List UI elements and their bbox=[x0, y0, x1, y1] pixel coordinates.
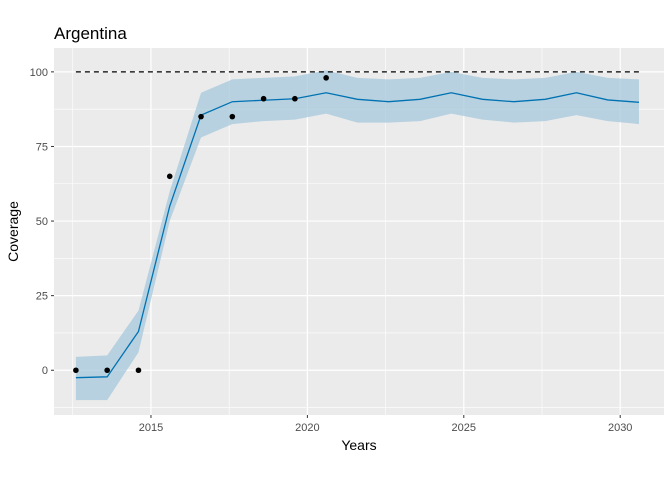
data-point bbox=[260, 95, 267, 102]
x-tick-label: 2020 bbox=[295, 422, 319, 434]
x-tick-label: 2025 bbox=[452, 422, 476, 434]
data-point bbox=[104, 367, 110, 374]
observed-points bbox=[73, 75, 329, 374]
confidence-band bbox=[75, 70, 639, 401]
y-tick-label: 25 bbox=[36, 291, 48, 303]
data-point bbox=[166, 173, 173, 180]
y-axis: 0 25 50 75 100 bbox=[30, 67, 54, 377]
data-point bbox=[292, 95, 298, 102]
y-tick-label: 75 bbox=[36, 141, 48, 153]
data-point bbox=[198, 113, 204, 120]
data-point bbox=[73, 367, 79, 374]
data-point bbox=[229, 113, 236, 120]
data-point bbox=[323, 75, 329, 81]
data-point bbox=[135, 367, 142, 374]
y-tick-label: 50 bbox=[36, 216, 48, 228]
chart-title: Argentina bbox=[54, 24, 127, 43]
y-axis-title: Coverage bbox=[5, 201, 21, 262]
x-tick-label: 2015 bbox=[139, 422, 163, 434]
y-tick-label: 100 bbox=[30, 67, 48, 79]
y-tick-label: 0 bbox=[42, 365, 48, 377]
x-axis: 2015 2020 2025 2030 bbox=[139, 415, 632, 434]
x-axis-title: Years bbox=[341, 437, 376, 453]
x-tick-label: 2030 bbox=[608, 422, 632, 434]
fitted-line bbox=[75, 92, 640, 379]
